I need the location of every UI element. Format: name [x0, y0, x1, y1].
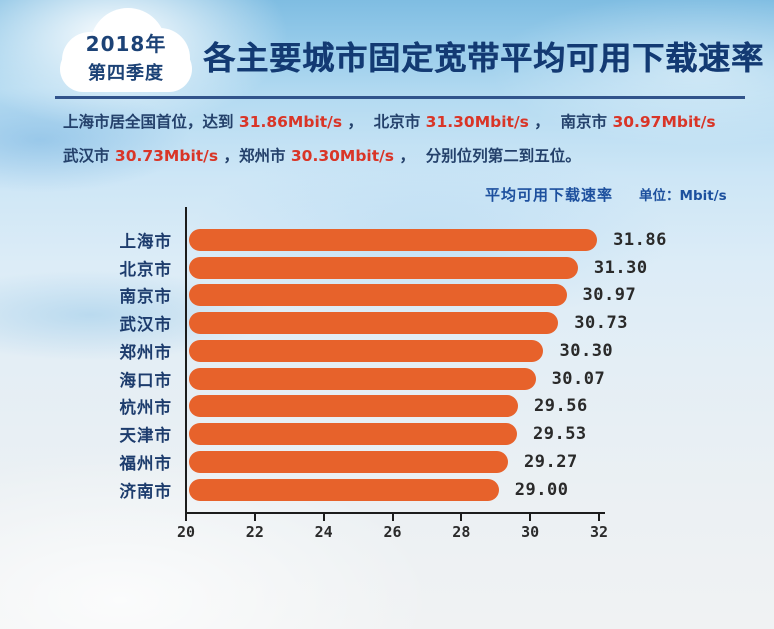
chart-legend: 平均可用下载速率 单位：Mbit/s	[485, 184, 727, 205]
bar	[189, 367, 536, 390]
x-tick: 30	[508, 514, 552, 541]
chart-title: 平均可用下载速率	[485, 186, 614, 204]
badge-year: 2018年	[85, 31, 167, 56]
bar	[189, 228, 598, 251]
category-label: 海口市	[119, 370, 172, 390]
x-tick: 26	[371, 514, 415, 541]
bar-row: 杭州市 29.56	[0, 393, 774, 421]
bar	[189, 423, 517, 446]
tick-label: 30	[521, 523, 540, 541]
value-label: 30.73	[574, 313, 628, 334]
value-label: 29.27	[524, 451, 578, 472]
tick-label: 20	[176, 523, 196, 541]
x-tick: 20	[164, 514, 208, 541]
x-tick: 22	[233, 514, 277, 541]
speed-value: 31.86Mbit/s	[238, 113, 343, 131]
category-label: 郑州市	[119, 342, 172, 362]
bar	[189, 312, 559, 335]
bar-row: 南京市 30.97	[0, 282, 774, 310]
tick-mark	[460, 514, 463, 521]
value-label: 29.00	[514, 479, 569, 500]
intro-line: 武汉市 30.73Mbit/s ，郑州市 30.30Mbit/s ， 分别位列第…	[63, 139, 723, 173]
speed-value: 30.73Mbit/s	[114, 147, 219, 165]
header-divider	[55, 96, 745, 99]
y-axis-line	[185, 207, 187, 514]
value-label: 31.30	[593, 257, 648, 278]
intro-segment: ， 北京市	[342, 113, 426, 131]
tick-mark	[391, 514, 394, 521]
speed-value: 30.97Mbit/s	[612, 113, 716, 131]
value-label: 30.30	[559, 340, 614, 361]
bar-row: 天津市 29.53	[0, 420, 774, 448]
category-label: 济南市	[119, 481, 172, 501]
bar	[189, 478, 499, 501]
category-label: 天津市	[119, 426, 172, 446]
bar-row: 北京市 31.30	[0, 254, 774, 282]
bar-row: 郑州市 30.30	[0, 337, 774, 365]
intro-line: 上海市居全国首位，达到 31.86Mbit/s ， 北京市 31.30Mbit/…	[63, 105, 723, 139]
badge-quarter: 第四季度	[88, 62, 164, 84]
chart-unit: 单位：Mbit/s	[639, 188, 727, 204]
cloud-shape	[60, 46, 192, 92]
bar-row: 福州市 29.27	[0, 448, 774, 476]
value-label: 29.53	[532, 424, 587, 445]
intro-segment: ，郑州市	[218, 147, 291, 165]
tick-label: 24	[314, 523, 333, 541]
category-label: 武汉市	[119, 315, 172, 335]
category-label: 福州市	[119, 453, 172, 473]
category-label: 南京市	[119, 287, 172, 307]
quarter-badge: 2018年 第四季度	[58, 4, 194, 98]
tick-mark	[253, 514, 256, 521]
bar	[189, 284, 567, 307]
tick-label: 28	[452, 523, 471, 541]
intro-segment: 武汉市	[63, 147, 115, 165]
intro-segment: ， 分别位列第二到五位。	[394, 147, 581, 165]
value-label: 30.97	[582, 285, 637, 306]
category-label: 北京市	[119, 259, 172, 279]
intro-text: 上海市居全国首位，达到 31.86Mbit/s ， 北京市 31.30Mbit/…	[63, 105, 723, 173]
x-axis-line	[185, 512, 605, 514]
x-tick: 28	[439, 514, 483, 541]
speed-value: 31.30Mbit/s	[425, 113, 529, 131]
x-tick: 32	[577, 514, 621, 541]
bar-row: 上海市 31.86	[0, 226, 774, 254]
x-axis-ticks: 20 22 24 26 28 30 32	[177, 514, 608, 554]
intro-segment: ， 南京市	[528, 113, 613, 131]
tick-mark	[598, 514, 600, 521]
bar-row: 武汉市 30.73	[0, 309, 774, 337]
value-label: 31.86	[613, 229, 667, 250]
page-title: 各主要城市固定宽带平均可用下载速率	[203, 39, 765, 77]
bar-rows: 上海市 31.86 北京市 31.30 南京市 30.97 武汉市 30.73 郑州市 30.30…	[0, 226, 774, 504]
bar	[189, 395, 519, 418]
bar-row: 济南市 29.00	[0, 476, 774, 504]
tick-label: 26	[383, 523, 402, 541]
bar	[189, 450, 509, 473]
bar	[189, 339, 544, 362]
tick-mark	[529, 514, 532, 521]
tick-label: 22	[245, 523, 264, 541]
tick-label: 32	[589, 523, 609, 541]
bar	[189, 256, 578, 279]
speed-value: 30.30Mbit/s	[290, 147, 395, 165]
category-label: 杭州市	[119, 398, 172, 418]
value-label: 30.07	[551, 368, 606, 389]
category-label: 上海市	[119, 231, 172, 251]
intro-segment: 上海市居全国首位，达到	[63, 113, 239, 131]
tick-mark	[185, 514, 187, 521]
bar-row: 海口市 30.07	[0, 365, 774, 393]
x-tick: 24	[302, 514, 346, 541]
value-label: 29.56	[534, 396, 588, 417]
tick-mark	[322, 514, 325, 521]
